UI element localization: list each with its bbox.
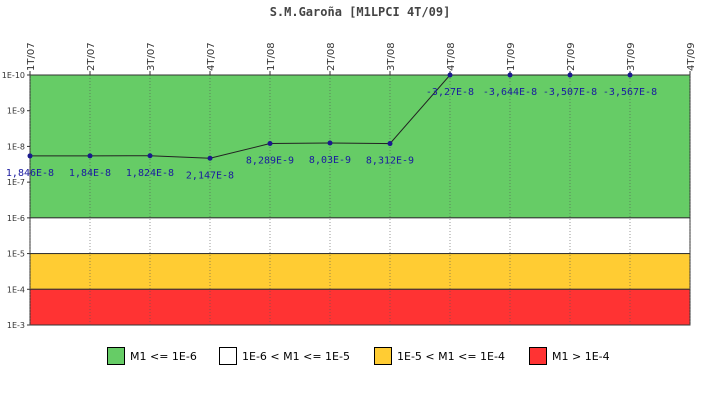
legend-label: 1E-5 < M1 <= 1E-4 — [397, 349, 505, 363]
band-1 — [29, 217, 691, 255]
data-point — [267, 141, 273, 147]
x-tick-labels: 1T/07 2T/07 3T/07 4T/07 1T/08 2T/08 3T/08 4T/08… — [26, 42, 697, 71]
x-tick-label: 4T/09 — [686, 42, 697, 71]
y-tick-label: 1E-8 — [7, 142, 25, 151]
x-tick-label: 3T/07 — [146, 42, 157, 71]
x-tick-label: 1T/08 — [266, 42, 277, 71]
data-label: 8,03E-9 — [309, 155, 351, 166]
y-tick-label: 1E-5 — [7, 250, 25, 259]
y-tick-label: 1E-9 — [7, 107, 25, 116]
legend-label: M1 > 1E-4 — [552, 349, 610, 363]
legend-label: 1E-6 < M1 <= 1E-5 — [242, 349, 350, 363]
legend-item: 1E-5 < M1 <= 1E-4 — [374, 344, 505, 368]
data-point — [87, 153, 93, 159]
chart-title: S.M.Garoña [M1LPCI 4T/09] — [270, 5, 451, 19]
data-point — [27, 153, 33, 159]
y-tick-label: 1E-4 — [7, 285, 25, 294]
x-tick-label: 4T/07 — [206, 42, 217, 71]
data-label: -3,567E-8 — [603, 87, 657, 98]
legend: M1 <= 1E-6 1E-6 < M1 <= 1E-5 1E-5 < M1 <= … — [0, 344, 720, 368]
x-tick-label: 2T/07 — [86, 42, 97, 71]
data-point — [507, 72, 513, 78]
data-point — [387, 141, 393, 147]
data-label: -3,644E-8 — [483, 87, 537, 98]
x-tick-label: 3T/09 — [626, 42, 637, 71]
data-point — [567, 72, 573, 78]
x-tick-label: 3T/08 — [386, 42, 397, 71]
series-line — [27, 72, 633, 161]
data-point — [147, 153, 153, 159]
data-labels: 1,846E-8 1,84E-8 1,824E-8 2,147E-8 8,289E-9 8… — [6, 87, 657, 181]
legend-swatch — [374, 347, 392, 365]
band-3 — [29, 288, 691, 326]
legend-item: M1 <= 1E-6 — [107, 344, 197, 368]
x-tick-label: 1T/07 — [26, 42, 37, 71]
x-tick-label: 2T/09 — [566, 42, 577, 71]
legend-swatch — [529, 347, 547, 365]
legend-swatch — [219, 347, 237, 365]
data-point — [447, 72, 453, 78]
data-label: 2,147E-8 — [186, 170, 234, 181]
x-tick-label: 4T/08 — [446, 42, 457, 71]
data-point — [627, 72, 633, 78]
data-label: 1,846E-8 — [6, 168, 54, 179]
band-2 — [29, 253, 691, 290]
legend-item: 1E-6 < M1 <= 1E-5 — [219, 344, 350, 368]
data-label: -3,27E-8 — [426, 87, 474, 98]
legend-label: M1 <= 1E-6 — [130, 349, 197, 363]
risk-bands — [29, 74, 691, 326]
x-tick-label: 1T/09 — [506, 42, 517, 71]
data-label: 1,824E-8 — [126, 168, 174, 179]
y-tick-labels: 1E-10 1E-9 1E-8 1E-7 1E-6 1E-5 1E-4 1E-3 — [2, 71, 30, 330]
data-point — [327, 140, 333, 146]
data-point — [207, 155, 213, 161]
band-0 — [29, 74, 691, 219]
x-tick-label: 2T/08 — [326, 42, 337, 71]
y-tick-label: 1E-6 — [7, 214, 25, 223]
y-tick-label: 1E-3 — [7, 321, 25, 330]
legend-swatch — [107, 347, 125, 365]
data-label: -3,507E-8 — [543, 87, 597, 98]
legend-item: M1 > 1E-4 — [529, 344, 610, 368]
y-tick-label: 1E-10 — [2, 71, 25, 80]
data-label: 8,312E-9 — [366, 156, 414, 167]
data-label: 8,289E-9 — [246, 156, 294, 167]
y-tick-label: 1E-7 — [7, 178, 25, 187]
data-label: 1,84E-8 — [69, 168, 111, 179]
